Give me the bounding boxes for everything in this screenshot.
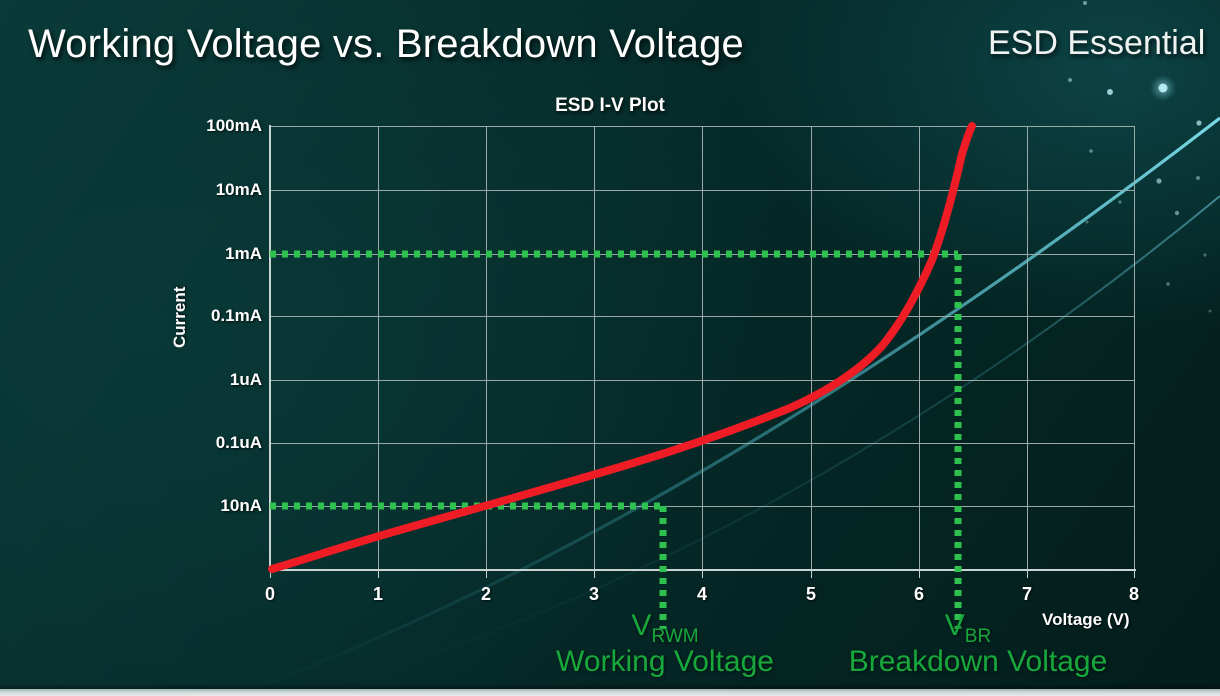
x-tick-label: 7 (1021, 584, 1033, 604)
y-tick-label: 0.1uA (215, 433, 262, 452)
gridline-vertical (919, 126, 920, 570)
y-tick-label: 100mA (206, 116, 262, 135)
x-tick-label: 0 (264, 584, 276, 604)
vbr-symbol: VBR (945, 609, 991, 648)
page-title: Working Voltage vs. Breakdown Voltage (28, 22, 744, 66)
x-axis-title: Voltage (V) (1042, 610, 1130, 629)
gridline-vertical (1027, 126, 1028, 570)
x-tick-label-group: 0 1 2 3 4 5 6 7 8 (265, 570, 1139, 604)
x-axis-tick (1134, 570, 1135, 578)
plot-area (268, 122, 1136, 629)
x-axis-tick (1027, 570, 1028, 578)
x-tick-label: 5 (805, 584, 817, 604)
vbr-symbol-letter: V (944, 609, 965, 642)
iv-curve (268, 122, 976, 573)
gridline-vertical (486, 126, 487, 570)
gridline-vertical (1134, 126, 1135, 570)
vrwm-symbol: VRWM (631, 609, 698, 648)
x-axis-tick (270, 570, 271, 578)
y-axis-line (269, 125, 271, 571)
x-tick-label: 6 (913, 584, 925, 604)
x-axis-tick (811, 570, 812, 578)
y-tick-label: 1mA (225, 244, 262, 263)
x-axis-tick (486, 570, 487, 578)
x-axis-tick (702, 570, 703, 578)
vbr-symbol-subscript: BR (964, 626, 992, 647)
deck-brand-title: ESD Essential (988, 24, 1206, 62)
y-axis-title: Current (170, 286, 189, 348)
chart-title: ESD I-V Plot (555, 95, 665, 116)
y-tick-label: 10nA (220, 496, 262, 515)
gridline-vertical (702, 126, 703, 570)
chart-series-layer (268, 122, 976, 629)
vrwm-symbol-subscript: RWM (651, 626, 699, 647)
vrwm-caption: Working Voltage (556, 645, 774, 678)
slide-bottom-strip (0, 689, 1220, 696)
y-tick-label-group: 100mA 10mA 1mA 0.1mA 1uA 0.1uA 10nA (150, 116, 262, 570)
gridline-vertical (378, 126, 379, 570)
gridline-vertical (594, 126, 595, 570)
y-tick-label: 10mA (215, 180, 262, 199)
x-axis-tick (378, 570, 379, 578)
gridline-vertical (811, 126, 812, 570)
x-axis-tick (919, 570, 920, 578)
slide-bottom-shadow (0, 683, 1220, 689)
vrwm-symbol-letter: V (631, 609, 652, 642)
y-tick-label: 0.1mA (210, 306, 262, 325)
x-tick-label: 2 (480, 584, 492, 604)
x-tick-label: 1 (372, 584, 384, 604)
y-tick-label: 1uA (229, 370, 262, 389)
x-tick-label: 4 (696, 584, 708, 604)
x-tick-label: 8 (1128, 584, 1140, 604)
x-axis-tick (594, 570, 595, 578)
vbr-caption: Breakdown Voltage (848, 645, 1108, 678)
x-tick-label: 3 (588, 584, 600, 604)
